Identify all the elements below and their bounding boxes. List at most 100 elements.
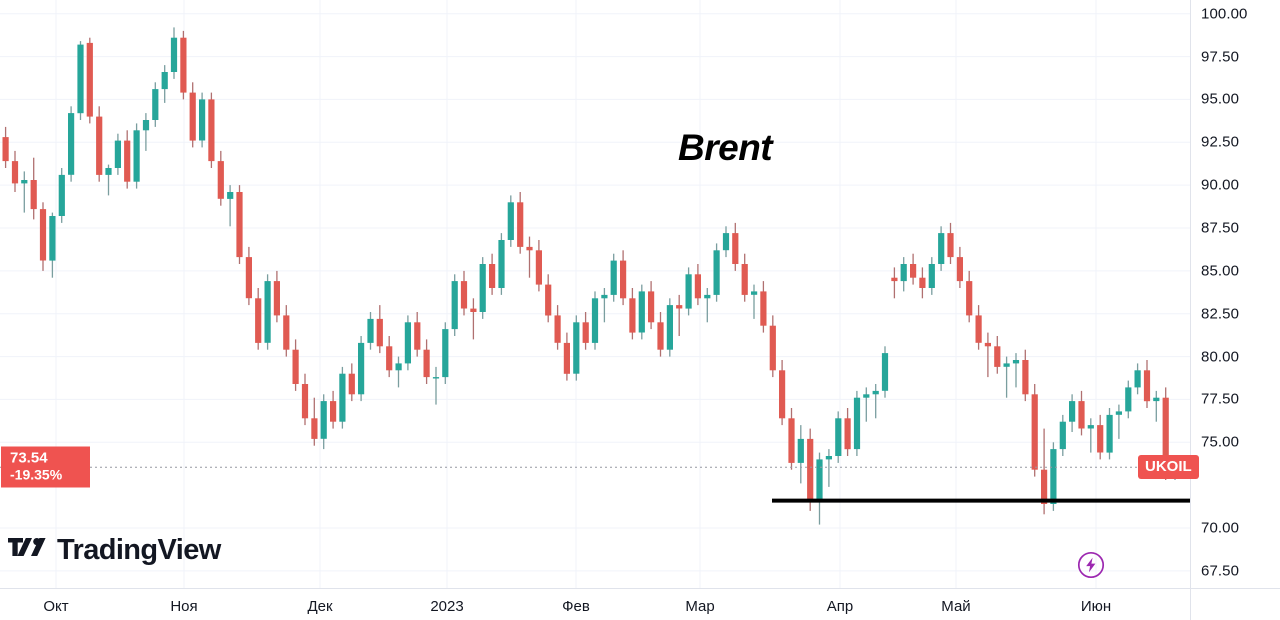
candle xyxy=(835,411,842,463)
change-percent-value: -19.35% xyxy=(10,466,63,483)
candle xyxy=(170,27,178,79)
candle xyxy=(1012,353,1020,388)
candle-body xyxy=(610,260,617,295)
candle-body xyxy=(966,281,973,316)
candle-body xyxy=(404,322,411,364)
candle-body xyxy=(1125,387,1132,412)
candle xyxy=(797,425,804,484)
candle-body xyxy=(769,325,776,371)
candle-body xyxy=(1106,414,1113,453)
candle-body xyxy=(255,298,262,343)
candle-body xyxy=(517,202,524,247)
candle-body xyxy=(928,264,935,288)
candle-body xyxy=(386,346,393,371)
candle xyxy=(273,270,280,323)
candle xyxy=(966,270,973,323)
time-axis-tick: Июн xyxy=(1080,598,1112,615)
candle xyxy=(1022,349,1029,402)
candle xyxy=(1106,408,1113,460)
candle-body xyxy=(713,250,720,295)
candle xyxy=(1143,360,1151,408)
candle-body xyxy=(919,277,926,288)
candle-body xyxy=(208,99,215,162)
candle xyxy=(77,41,84,120)
candle-body xyxy=(292,349,299,384)
candle-body xyxy=(367,318,374,343)
candle xyxy=(1031,384,1038,477)
candle xyxy=(320,394,327,450)
candle xyxy=(863,387,870,422)
candle xyxy=(133,123,140,189)
price-scale[interactable]: 100.00 97.50 95.00 92.50 90.00 87.50 85.00 82.5… xyxy=(1190,0,1280,588)
candle xyxy=(704,288,711,323)
candle xyxy=(760,281,767,333)
candle-body xyxy=(11,161,19,184)
candle xyxy=(30,157,37,220)
candle-body xyxy=(451,281,458,330)
candle xyxy=(479,257,486,319)
lightning-bolt-icon[interactable] xyxy=(1077,551,1105,579)
candle xyxy=(816,452,823,525)
symbol-badge: UKOIL xyxy=(1138,455,1199,480)
candle-body xyxy=(58,174,65,216)
candle-body xyxy=(779,370,786,419)
candle xyxy=(825,449,832,487)
candle xyxy=(1115,404,1122,439)
candle-body xyxy=(86,42,93,117)
time-axis-tick: Мар xyxy=(685,598,715,615)
time-axis-tick: 2023 xyxy=(430,598,464,615)
candle xyxy=(881,346,889,398)
candle-body xyxy=(601,294,608,299)
candle xyxy=(1087,418,1094,453)
candle-body xyxy=(21,180,28,184)
candle xyxy=(975,305,982,350)
candle-body xyxy=(797,438,804,463)
candle-body xyxy=(938,233,945,264)
price-axis-tick: 80.00 xyxy=(1201,348,1240,366)
candle xyxy=(638,284,645,340)
candle-body xyxy=(947,233,954,258)
candle-body xyxy=(460,281,468,309)
price-axis-tick: 82.50 xyxy=(1201,305,1240,323)
candle xyxy=(1069,394,1076,432)
chart-plot-area[interactable] xyxy=(0,0,1190,588)
candle-body xyxy=(395,363,402,371)
candle xyxy=(292,339,299,391)
candle-body xyxy=(629,298,636,333)
price-axis-tick: 92.50 xyxy=(1201,133,1240,151)
candle xyxy=(208,92,215,168)
candle xyxy=(1078,390,1085,436)
time-axis-tick: Окт xyxy=(43,598,69,615)
candle-body xyxy=(648,291,655,323)
candle xyxy=(189,82,196,148)
time-axis-tick: Май xyxy=(941,598,971,615)
candle-body xyxy=(2,137,9,162)
price-axis-tick: 75.00 xyxy=(1201,433,1240,451)
candle-body xyxy=(1012,360,1020,364)
candle xyxy=(601,288,608,323)
candle-body xyxy=(311,418,318,439)
candle-body xyxy=(273,281,280,316)
candle-body xyxy=(114,140,121,168)
candle xyxy=(694,264,701,306)
time-scale[interactable]: Окт Ноя Дек 2023 Фев Мар Апр Май Июн xyxy=(0,588,1190,620)
candle-body xyxy=(760,291,767,326)
candle xyxy=(114,133,121,175)
candle-body xyxy=(657,322,664,350)
candle-body xyxy=(68,113,75,175)
candle-body xyxy=(1050,449,1057,504)
candle xyxy=(283,305,290,357)
candle xyxy=(152,82,159,127)
candle-body xyxy=(124,140,131,182)
candle-body xyxy=(96,116,103,175)
candle-body xyxy=(376,318,383,347)
candle xyxy=(376,305,383,354)
candle-body xyxy=(330,401,337,422)
candle-body xyxy=(535,250,542,285)
candle-body xyxy=(638,291,645,333)
candle-body xyxy=(1078,401,1085,429)
candle-body xyxy=(245,257,252,299)
candle xyxy=(358,336,365,402)
candle xyxy=(180,30,187,100)
candle-body xyxy=(423,349,430,378)
